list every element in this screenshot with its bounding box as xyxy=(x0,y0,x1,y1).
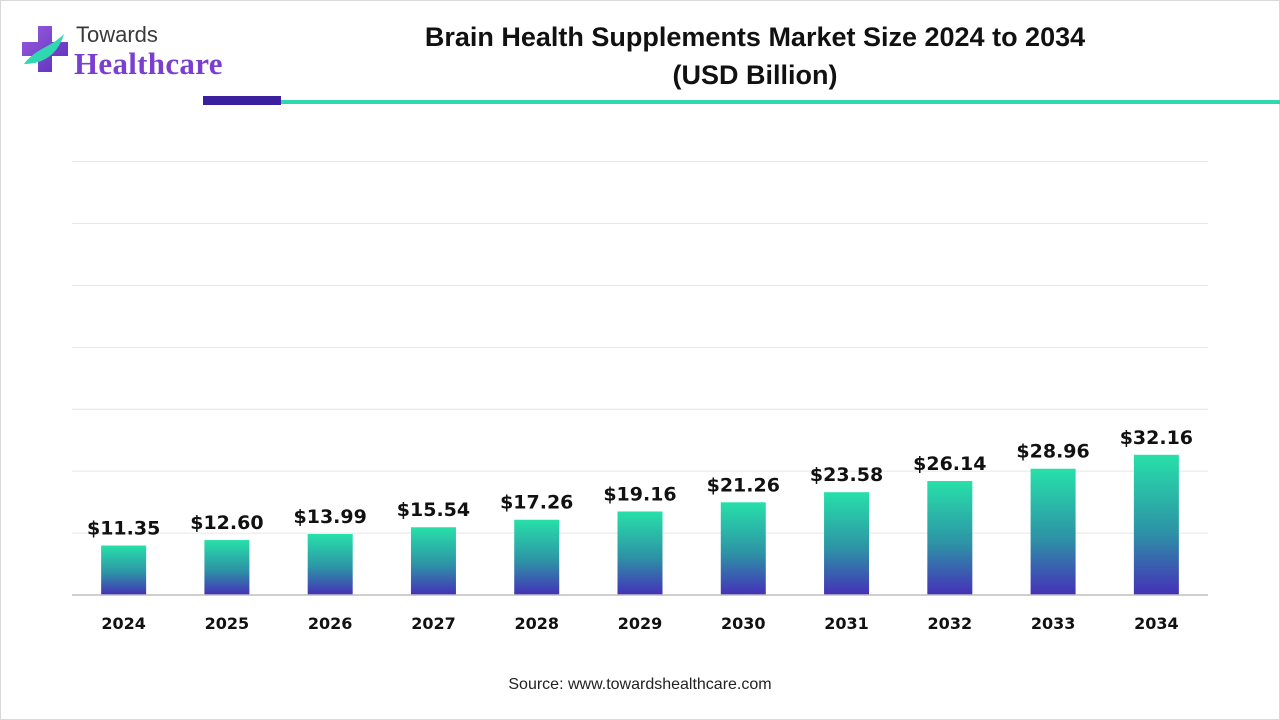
x-tick-label-2032: 2032 xyxy=(928,614,973,633)
value-label-2033: $28.96 xyxy=(1016,441,1089,463)
chart-title-line1: Brain Health Supplements Market Size 202… xyxy=(424,22,1086,52)
chart-title: Brain Health Supplements Market Size 202… xyxy=(330,18,1180,94)
bar-2026 xyxy=(307,534,353,595)
x-tick-label-2024: 2024 xyxy=(101,614,146,633)
bar-2029 xyxy=(617,511,663,595)
bar-2025 xyxy=(204,540,250,595)
title-rule-accent xyxy=(203,96,281,105)
bar-2027 xyxy=(410,527,456,595)
brand-logo: Towards Healthcare xyxy=(20,20,250,84)
value-labels: $11.35 $12.60 $13.99 $15.54 $17.26 $19.16 $21.… xyxy=(87,427,1193,540)
x-tick-label-2031: 2031 xyxy=(824,614,869,633)
x-tick-label-2030: 2030 xyxy=(721,614,766,633)
x-tick-label-2025: 2025 xyxy=(205,614,250,633)
value-label-2034: $32.16 xyxy=(1120,427,1193,449)
chart-title-line2: (USD Billion) xyxy=(672,60,838,90)
bar-2033 xyxy=(1030,468,1076,595)
bar-2031 xyxy=(824,492,870,595)
x-tick-label-2028: 2028 xyxy=(514,614,559,633)
x-tick-label-2033: 2033 xyxy=(1031,614,1076,633)
logo-text-towards: Towards xyxy=(76,22,158,47)
x-tick-label-2026: 2026 xyxy=(308,614,353,633)
value-label-2030: $21.26 xyxy=(707,474,780,496)
value-label-2025: $12.60 xyxy=(190,512,263,534)
medical-cross-icon xyxy=(22,26,68,72)
x-tick-label-2027: 2027 xyxy=(411,614,456,633)
value-label-2026: $13.99 xyxy=(294,506,367,528)
bar-2032 xyxy=(927,481,973,595)
bar-2034 xyxy=(1133,454,1179,595)
value-label-2031: $23.58 xyxy=(810,464,883,486)
bar-2024 xyxy=(101,545,147,595)
value-label-2032: $26.14 xyxy=(913,453,986,475)
value-label-2027: $15.54 xyxy=(397,499,470,521)
x-tick-label-2029: 2029 xyxy=(618,614,663,633)
bar-2028 xyxy=(514,519,560,595)
source-note: Source: www.towardshealthcare.com xyxy=(508,676,772,693)
value-label-2024: $11.35 xyxy=(87,518,160,540)
x-tick-label-2034: 2034 xyxy=(1134,614,1179,633)
logo-text-healthcare: Healthcare xyxy=(74,46,223,81)
value-label-2029: $19.16 xyxy=(603,483,676,505)
value-label-2028: $17.26 xyxy=(500,492,573,514)
bar-2030 xyxy=(720,502,766,595)
title-rule xyxy=(281,100,1280,104)
bars xyxy=(101,454,1179,595)
x-tick-labels: 2024 2025 2026 2027 2028 2029 2030 2031 2032 2033… xyxy=(101,614,1178,633)
